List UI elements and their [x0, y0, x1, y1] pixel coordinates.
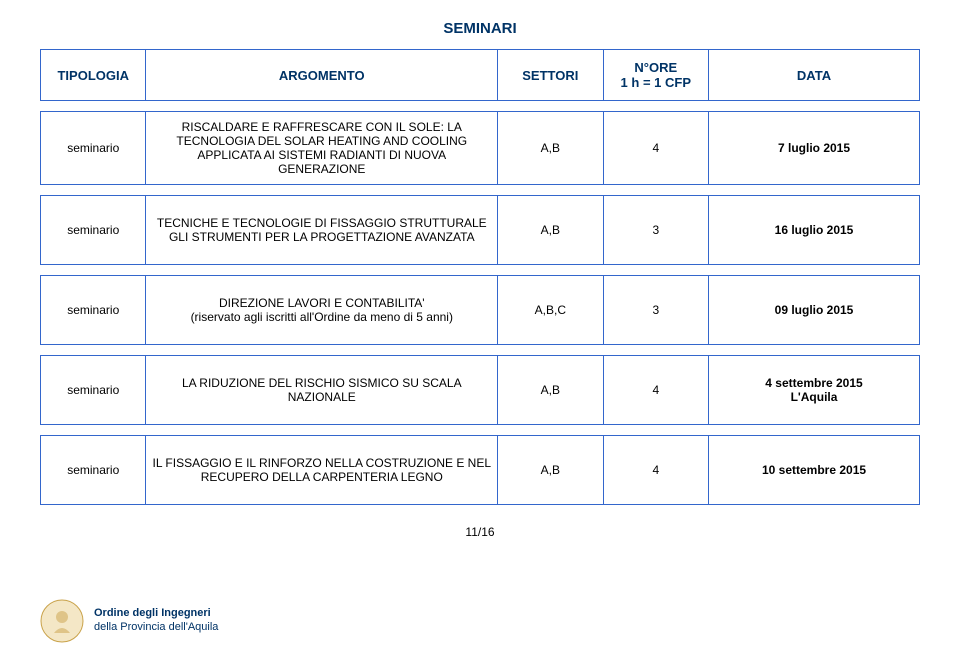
cell-data: 7 luglio 2015 — [709, 112, 920, 185]
table-row: seminario TECNICHE E TECNOLOGIE DI FISSA… — [41, 196, 920, 265]
cell-argomento: RISCALDARE E RAFFRESCARE CON IL SOLE: LA… — [146, 112, 498, 185]
logo-icon — [40, 599, 84, 643]
data-row-table: seminario LA RIDUZIONE DEL RISCHIO SISMI… — [40, 355, 920, 425]
cell-argomento: DIREZIONE LAVORI E CONTABILITA' (riserva… — [146, 276, 498, 345]
table-row: seminario DIREZIONE LAVORI E CONTABILITA… — [41, 276, 920, 345]
cell-settori: A,B — [498, 112, 603, 185]
cell-settori: A,B,C — [498, 276, 603, 345]
cell-settori: A,B — [498, 196, 603, 265]
header-settori: SETTORI — [498, 50, 603, 101]
cell-settori: A,B — [498, 436, 603, 505]
data-row-table: seminario TECNICHE E TECNOLOGIE DI FISSA… — [40, 195, 920, 265]
cell-argomento: TECNICHE E TECNOLOGIE DI FISSAGGIO STRUT… — [146, 196, 498, 265]
header-tipologia: TIPOLOGIA — [41, 50, 146, 101]
footer-text: Ordine degli Ingegneri della Provincia d… — [94, 607, 218, 635]
header-row: TIPOLOGIA ARGOMENTO SETTORI N°ORE 1 h = … — [41, 50, 920, 101]
footer-line2: della Provincia dell'Aquila — [94, 621, 218, 635]
page-number: 11/16 — [40, 525, 920, 539]
cell-tipologia: seminario — [41, 196, 146, 265]
footer-line1: Ordine degli Ingegneri — [94, 607, 218, 621]
table-row: seminario IL FISSAGGIO E IL RINFORZO NEL… — [41, 436, 920, 505]
cell-argomento: IL FISSAGGIO E IL RINFORZO NELLA COSTRUZ… — [146, 436, 498, 505]
data-row-table: seminario IL FISSAGGIO E IL RINFORZO NEL… — [40, 435, 920, 505]
page-title: SEMINARI — [40, 20, 920, 37]
data-row-table: seminario RISCALDARE E RAFFRESCARE CON I… — [40, 111, 920, 185]
cell-argomento: LA RIDUZIONE DEL RISCHIO SISMICO SU SCAL… — [146, 356, 498, 425]
table-row: seminario LA RIDUZIONE DEL RISCHIO SISMI… — [41, 356, 920, 425]
cell-data: 4 settembre 2015 L'Aquila — [709, 356, 920, 425]
cell-tipologia: seminario — [41, 436, 146, 505]
cell-settori: A,B — [498, 356, 603, 425]
cell-data: 16 luglio 2015 — [709, 196, 920, 265]
cell-tipologia: seminario — [41, 112, 146, 185]
data-row-table: seminario DIREZIONE LAVORI E CONTABILITA… — [40, 275, 920, 345]
table-row: seminario RISCALDARE E RAFFRESCARE CON I… — [41, 112, 920, 185]
cell-tipologia: seminario — [41, 356, 146, 425]
footer: Ordine degli Ingegneri della Provincia d… — [40, 599, 920, 643]
cell-data: 09 luglio 2015 — [709, 276, 920, 345]
header-ore: N°ORE 1 h = 1 CFP — [603, 50, 708, 101]
cell-ore: 3 — [603, 276, 708, 345]
header-table: TIPOLOGIA ARGOMENTO SETTORI N°ORE 1 h = … — [40, 49, 920, 101]
cell-data: 10 settembre 2015 — [709, 436, 920, 505]
header-data: DATA — [709, 50, 920, 101]
cell-ore: 4 — [603, 356, 708, 425]
header-argomento: ARGOMENTO — [146, 50, 498, 101]
cell-ore: 4 — [603, 112, 708, 185]
cell-tipologia: seminario — [41, 276, 146, 345]
cell-ore: 4 — [603, 436, 708, 505]
cell-ore: 3 — [603, 196, 708, 265]
